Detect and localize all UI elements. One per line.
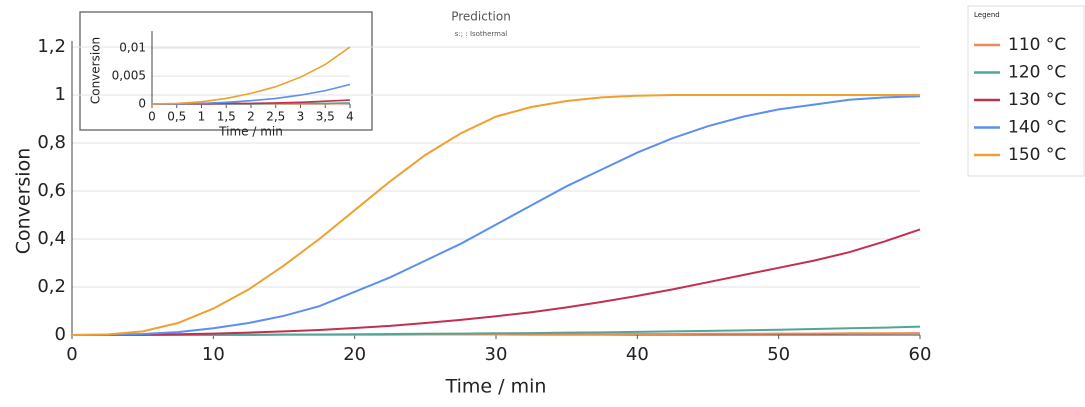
x-tick-label: 50 (767, 344, 790, 365)
x-tick-label: 0 (148, 110, 156, 124)
y-tick-label: 0,2 (37, 276, 66, 297)
y-tick-label: 0,005 (112, 69, 146, 83)
series-line (71, 95, 921, 336)
x-tick-label: 30 (485, 344, 508, 365)
series-line (152, 83, 351, 105)
y-tick-label: 0 (55, 324, 66, 345)
chart-subtitle: s:; : Isothermal (455, 30, 508, 38)
x-tick-label: 0 (66, 344, 77, 365)
legend-label: 130 °C (1008, 90, 1066, 110)
legend-label: 140 °C (1008, 118, 1066, 138)
legend-label: 110 °C (1008, 35, 1066, 55)
legend-title: Legend (974, 11, 1000, 19)
x-tick-label: 40 (626, 344, 649, 365)
y-tick-label: 1,2 (37, 36, 66, 57)
y-tick-label: 0 (138, 97, 146, 111)
legend-label: 120 °C (1008, 63, 1066, 83)
y-tick-label: 0,8 (37, 132, 66, 153)
x-tick-label: 3,5 (316, 110, 335, 124)
y-axis-label: Conversion (13, 148, 35, 255)
y-tick-label: 1 (55, 84, 66, 105)
x-tick-label: 2,5 (266, 110, 285, 124)
x-tick-label: 20 (343, 344, 366, 365)
series-line (72, 228, 921, 336)
x-tick-label: 1 (198, 110, 206, 124)
chart-title: Prediction (451, 10, 511, 24)
series-line (151, 46, 351, 105)
x-tick-label: 10 (202, 344, 225, 365)
x-tick-label: 2 (247, 110, 255, 124)
x-tick-label: 4 (346, 110, 354, 124)
y-tick-label: 0,6 (37, 180, 66, 201)
x-axis-label: Time / min (218, 125, 283, 139)
y-tick-label: 0,01 (119, 41, 146, 55)
y-axis-label: Conversion (89, 37, 103, 104)
x-tick-label: 3 (297, 110, 305, 124)
legend-label: 150 °C (1008, 145, 1066, 165)
legend-box (967, 5, 1085, 177)
x-axis-label: Time / min (445, 376, 547, 398)
x-tick-label: 60 (909, 344, 932, 365)
inset-frame (79, 11, 373, 131)
x-tick-label: 0,5 (167, 110, 186, 124)
series-line (71, 94, 920, 336)
series-line (72, 325, 921, 336)
y-tick-label: 0,4 (37, 228, 66, 249)
x-tick-label: 1,5 (217, 110, 236, 124)
